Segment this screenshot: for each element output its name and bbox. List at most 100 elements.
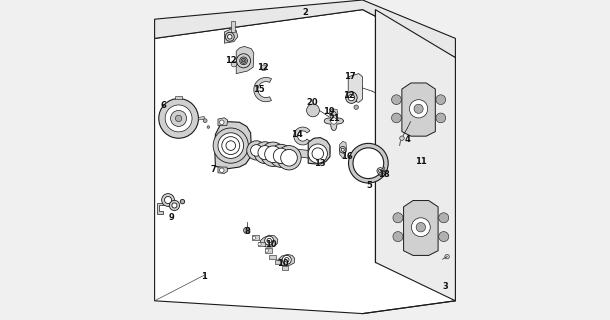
Circle shape xyxy=(231,61,237,67)
Text: 10: 10 xyxy=(265,240,276,249)
Polygon shape xyxy=(157,203,163,214)
Polygon shape xyxy=(198,116,204,120)
Circle shape xyxy=(180,199,185,204)
Polygon shape xyxy=(375,10,456,301)
Circle shape xyxy=(258,243,261,246)
Circle shape xyxy=(261,65,267,71)
Text: 9: 9 xyxy=(169,213,174,222)
Circle shape xyxy=(353,148,384,179)
Circle shape xyxy=(261,142,285,166)
Polygon shape xyxy=(325,111,343,131)
Circle shape xyxy=(203,119,207,123)
Circle shape xyxy=(176,115,182,122)
Circle shape xyxy=(340,147,346,153)
Circle shape xyxy=(392,113,401,123)
Circle shape xyxy=(254,142,276,164)
Circle shape xyxy=(409,100,428,118)
Circle shape xyxy=(273,148,289,164)
Circle shape xyxy=(162,194,174,206)
Circle shape xyxy=(237,54,251,68)
Circle shape xyxy=(414,104,423,113)
Polygon shape xyxy=(224,29,238,43)
Circle shape xyxy=(270,144,293,167)
Circle shape xyxy=(220,120,224,124)
Polygon shape xyxy=(257,242,265,246)
Circle shape xyxy=(226,141,235,150)
Text: 4: 4 xyxy=(404,135,411,144)
Circle shape xyxy=(439,213,449,223)
Circle shape xyxy=(354,105,359,109)
Polygon shape xyxy=(376,166,384,176)
Circle shape xyxy=(170,200,179,211)
Text: 18: 18 xyxy=(378,170,389,179)
Circle shape xyxy=(307,104,320,117)
Polygon shape xyxy=(294,127,310,145)
Text: 3: 3 xyxy=(443,282,449,291)
Text: 15: 15 xyxy=(253,85,265,94)
Circle shape xyxy=(277,146,301,170)
Polygon shape xyxy=(269,255,276,259)
Circle shape xyxy=(400,136,404,140)
Circle shape xyxy=(159,99,198,138)
Circle shape xyxy=(220,168,224,172)
Circle shape xyxy=(392,95,401,105)
Polygon shape xyxy=(402,83,436,136)
Polygon shape xyxy=(278,254,295,266)
Circle shape xyxy=(284,258,289,262)
Circle shape xyxy=(265,236,274,245)
Circle shape xyxy=(348,94,354,101)
Polygon shape xyxy=(215,122,251,169)
Circle shape xyxy=(240,57,248,65)
Circle shape xyxy=(436,95,446,105)
Text: 12: 12 xyxy=(257,63,269,72)
Polygon shape xyxy=(218,118,228,125)
Circle shape xyxy=(265,249,268,252)
Circle shape xyxy=(241,58,246,63)
Polygon shape xyxy=(254,77,271,102)
Circle shape xyxy=(165,196,171,204)
Circle shape xyxy=(228,35,232,39)
Circle shape xyxy=(225,32,234,41)
Polygon shape xyxy=(308,138,330,164)
Circle shape xyxy=(331,118,337,124)
Circle shape xyxy=(171,110,187,126)
Text: 7: 7 xyxy=(211,165,217,174)
Polygon shape xyxy=(348,74,362,102)
Text: 12: 12 xyxy=(224,56,236,65)
Polygon shape xyxy=(340,141,346,158)
Circle shape xyxy=(379,169,382,172)
Circle shape xyxy=(165,105,192,132)
Polygon shape xyxy=(404,201,438,255)
Circle shape xyxy=(213,128,248,163)
Text: 20: 20 xyxy=(307,98,318,107)
Circle shape xyxy=(282,255,291,264)
Text: 16: 16 xyxy=(341,152,353,161)
Polygon shape xyxy=(274,260,281,264)
Circle shape xyxy=(265,146,281,163)
Circle shape xyxy=(411,218,430,236)
Circle shape xyxy=(393,232,403,242)
Text: 12: 12 xyxy=(343,92,355,100)
Text: 17: 17 xyxy=(344,72,356,81)
Polygon shape xyxy=(251,144,320,159)
Text: 11: 11 xyxy=(415,157,427,166)
Polygon shape xyxy=(218,167,228,173)
Circle shape xyxy=(393,213,403,223)
Text: 13: 13 xyxy=(314,159,325,168)
Circle shape xyxy=(445,254,450,259)
Circle shape xyxy=(218,133,243,158)
Circle shape xyxy=(341,148,345,151)
Text: 6: 6 xyxy=(160,101,167,110)
Text: 21: 21 xyxy=(328,114,340,123)
Circle shape xyxy=(436,113,446,123)
Circle shape xyxy=(281,149,297,166)
Circle shape xyxy=(348,143,388,183)
Text: 2: 2 xyxy=(302,8,308,17)
Polygon shape xyxy=(252,235,259,240)
Text: 8: 8 xyxy=(245,228,250,236)
Polygon shape xyxy=(282,266,289,270)
Text: 1: 1 xyxy=(201,272,207,281)
Polygon shape xyxy=(176,96,182,99)
Polygon shape xyxy=(236,46,254,74)
Circle shape xyxy=(377,168,384,174)
